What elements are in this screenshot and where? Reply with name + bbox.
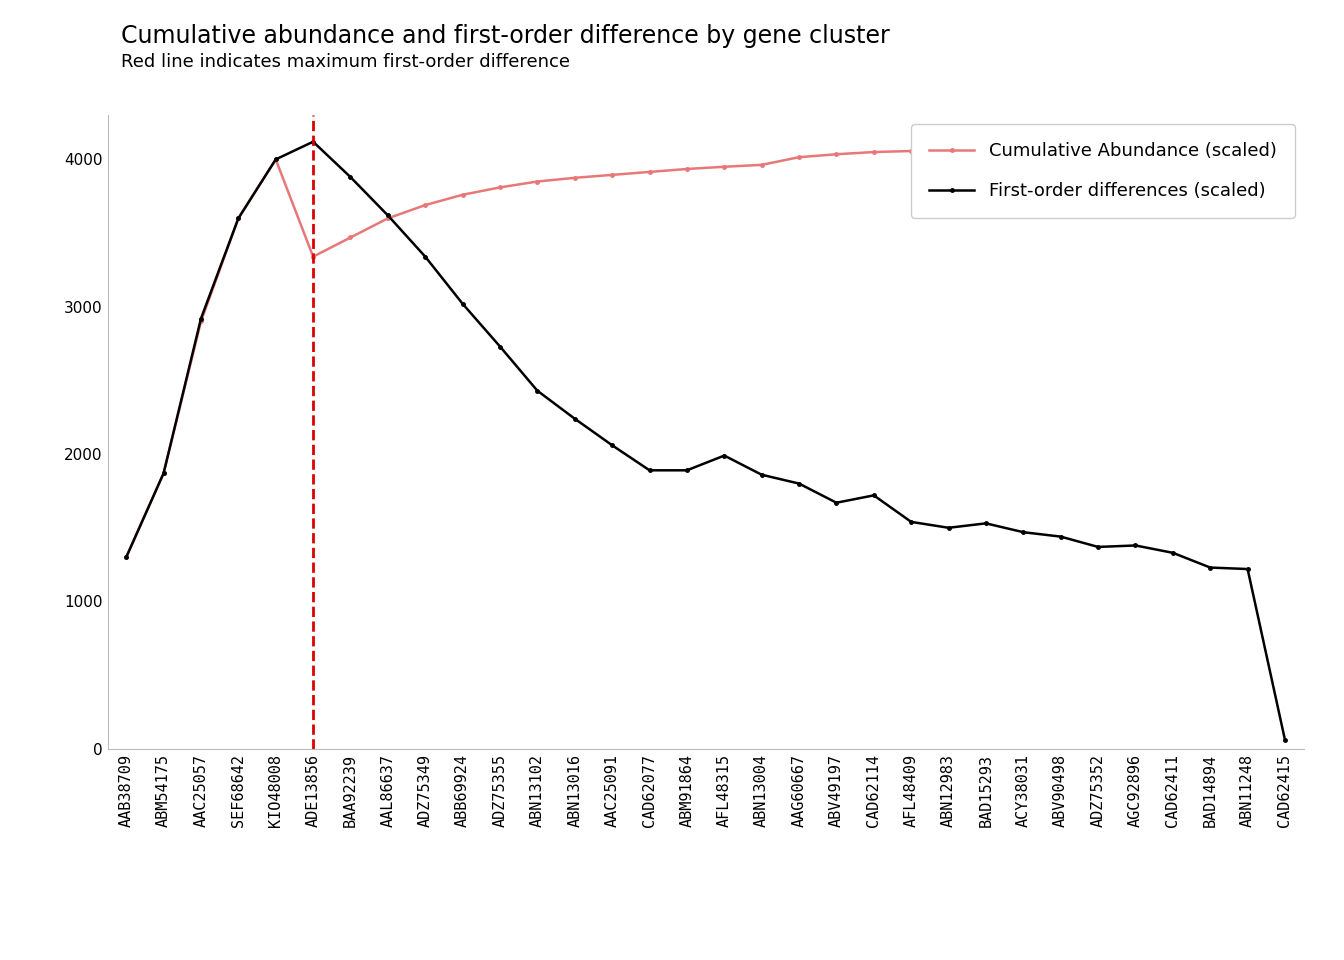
Cumulative Abundance (scaled) bbox=[1165, 142, 1181, 154]
Cumulative Abundance (scaled) bbox=[978, 144, 995, 156]
First-order differences (scaled) bbox=[603, 440, 620, 451]
Cumulative Abundance (scaled) bbox=[267, 154, 284, 165]
First-order differences (scaled) bbox=[1277, 734, 1293, 746]
First-order differences (scaled) bbox=[1202, 562, 1218, 573]
First-order differences (scaled) bbox=[941, 522, 957, 534]
First-order differences (scaled) bbox=[903, 516, 919, 528]
Line: First-order differences (scaled): First-order differences (scaled) bbox=[125, 140, 1286, 742]
Cumulative Abundance (scaled) bbox=[941, 145, 957, 156]
Cumulative Abundance (scaled) bbox=[1239, 141, 1255, 153]
Text: Cumulative abundance and first-order difference by gene cluster: Cumulative abundance and first-order dif… bbox=[121, 24, 890, 48]
Cumulative Abundance (scaled) bbox=[641, 166, 657, 178]
First-order differences (scaled) bbox=[156, 468, 172, 479]
First-order differences (scaled) bbox=[492, 341, 508, 352]
Cumulative Abundance (scaled) bbox=[1128, 142, 1144, 154]
First-order differences (scaled) bbox=[305, 136, 321, 148]
First-order differences (scaled) bbox=[1090, 541, 1106, 553]
Cumulative Abundance (scaled) bbox=[194, 316, 210, 327]
First-order differences (scaled) bbox=[380, 209, 396, 221]
Cumulative Abundance (scaled) bbox=[567, 172, 583, 183]
First-order differences (scaled) bbox=[230, 212, 246, 224]
Cumulative Abundance (scaled) bbox=[230, 212, 246, 224]
Cumulative Abundance (scaled) bbox=[603, 169, 620, 180]
Cumulative Abundance (scaled) bbox=[1202, 141, 1218, 153]
First-order differences (scaled) bbox=[454, 298, 470, 309]
First-order differences (scaled) bbox=[417, 251, 433, 262]
Cumulative Abundance (scaled) bbox=[156, 468, 172, 479]
First-order differences (scaled) bbox=[1015, 526, 1031, 538]
Cumulative Abundance (scaled) bbox=[903, 145, 919, 156]
Cumulative Abundance (scaled) bbox=[1015, 144, 1031, 156]
First-order differences (scaled) bbox=[118, 551, 134, 563]
First-order differences (scaled) bbox=[343, 171, 359, 182]
Cumulative Abundance (scaled) bbox=[492, 181, 508, 193]
Cumulative Abundance (scaled) bbox=[118, 551, 134, 563]
Legend: Cumulative Abundance (scaled), First-order differences (scaled): Cumulative Abundance (scaled), First-ord… bbox=[911, 124, 1294, 218]
Cumulative Abundance (scaled) bbox=[454, 189, 470, 201]
Cumulative Abundance (scaled) bbox=[679, 163, 695, 175]
Line: Cumulative Abundance (scaled): Cumulative Abundance (scaled) bbox=[125, 143, 1286, 559]
Cumulative Abundance (scaled) bbox=[828, 149, 844, 160]
First-order differences (scaled) bbox=[641, 465, 657, 476]
Cumulative Abundance (scaled) bbox=[1052, 143, 1068, 155]
Cumulative Abundance (scaled) bbox=[305, 251, 321, 262]
Text: Red line indicates maximum first-order difference: Red line indicates maximum first-order d… bbox=[121, 53, 570, 71]
First-order differences (scaled) bbox=[792, 478, 808, 490]
Cumulative Abundance (scaled) bbox=[343, 231, 359, 243]
First-order differences (scaled) bbox=[978, 517, 995, 529]
Cumulative Abundance (scaled) bbox=[866, 146, 882, 157]
First-order differences (scaled) bbox=[866, 490, 882, 501]
Cumulative Abundance (scaled) bbox=[1277, 139, 1293, 151]
First-order differences (scaled) bbox=[530, 385, 546, 396]
First-order differences (scaled) bbox=[679, 465, 695, 476]
First-order differences (scaled) bbox=[754, 469, 770, 481]
First-order differences (scaled) bbox=[267, 154, 284, 165]
Cumulative Abundance (scaled) bbox=[380, 212, 396, 224]
First-order differences (scaled) bbox=[567, 413, 583, 424]
Cumulative Abundance (scaled) bbox=[417, 200, 433, 211]
First-order differences (scaled) bbox=[1239, 564, 1255, 575]
First-order differences (scaled) bbox=[194, 313, 210, 324]
First-order differences (scaled) bbox=[828, 497, 844, 509]
Cumulative Abundance (scaled) bbox=[530, 176, 546, 187]
Cumulative Abundance (scaled) bbox=[792, 152, 808, 163]
First-order differences (scaled) bbox=[1165, 547, 1181, 559]
First-order differences (scaled) bbox=[1052, 531, 1068, 542]
First-order differences (scaled) bbox=[1128, 540, 1144, 551]
Cumulative Abundance (scaled) bbox=[1090, 143, 1106, 155]
Cumulative Abundance (scaled) bbox=[754, 159, 770, 171]
First-order differences (scaled) bbox=[716, 450, 732, 462]
Cumulative Abundance (scaled) bbox=[716, 161, 732, 173]
